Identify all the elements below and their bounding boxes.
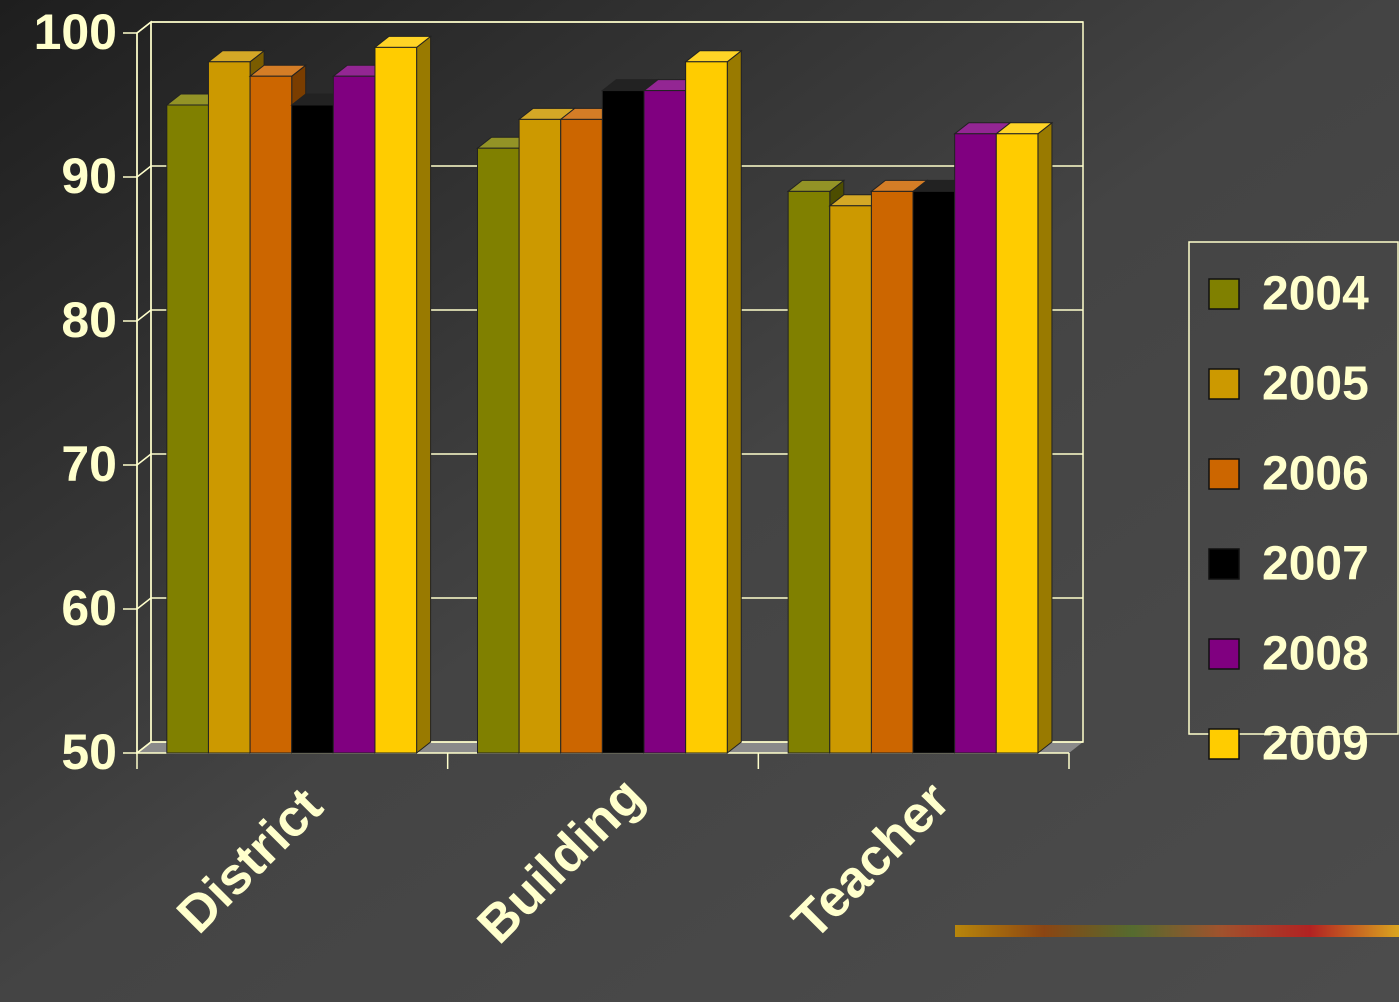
bar: [249, 75, 293, 754]
bar: [912, 190, 956, 754]
bar: [954, 133, 997, 754]
legend-swatch: [1208, 548, 1240, 580]
legend-swatch: [1208, 368, 1240, 400]
bar-side: [416, 35, 432, 755]
bar: [332, 75, 376, 754]
bar: [787, 190, 831, 754]
bar: [601, 90, 645, 754]
legend-swatch: [1208, 278, 1240, 310]
bar: [476, 147, 520, 754]
y-tick-label: 60: [61, 580, 117, 636]
y-tick-label: 80: [61, 292, 117, 348]
decorative-strip: [955, 925, 1399, 937]
y-tick-label: 50: [61, 724, 117, 780]
legend-label: 2004: [1262, 268, 1369, 321]
grid-line-side: [136, 165, 152, 178]
legend: 2004 2005 2006 2007 2008 2009: [1188, 241, 1399, 771]
legend-swatch: [1208, 638, 1240, 670]
legend-swatch: [1208, 728, 1240, 760]
bar: [291, 104, 334, 754]
bar: [829, 205, 872, 754]
bar: [643, 90, 687, 754]
grid-line-side: [136, 597, 152, 610]
y-tick-label: 90: [61, 148, 117, 204]
bar: [166, 104, 209, 754]
bar-side: [726, 49, 742, 755]
bar: [518, 118, 562, 754]
bar: [374, 46, 418, 754]
grid-line-side: [136, 741, 152, 754]
y-tick-label: 70: [61, 436, 117, 492]
bar: [685, 61, 728, 754]
bar: [995, 133, 1039, 754]
bar: [560, 118, 603, 754]
bar-side: [1037, 121, 1053, 755]
legend-label: 2009: [1262, 718, 1369, 771]
bar: [870, 190, 914, 754]
legend-label: 2007: [1262, 538, 1369, 591]
legend-label: 2005: [1262, 358, 1369, 411]
grid-line-side: [136, 309, 152, 322]
grid-line-side: [136, 453, 152, 466]
legend-label: 2008: [1262, 628, 1369, 681]
legend-swatch: [1208, 458, 1240, 490]
grid-line-side: [136, 21, 152, 34]
legend-box: [1188, 241, 1399, 735]
y-tick-label: 100: [34, 4, 117, 60]
legend-label: 2006: [1262, 448, 1369, 501]
bar: [207, 61, 251, 754]
